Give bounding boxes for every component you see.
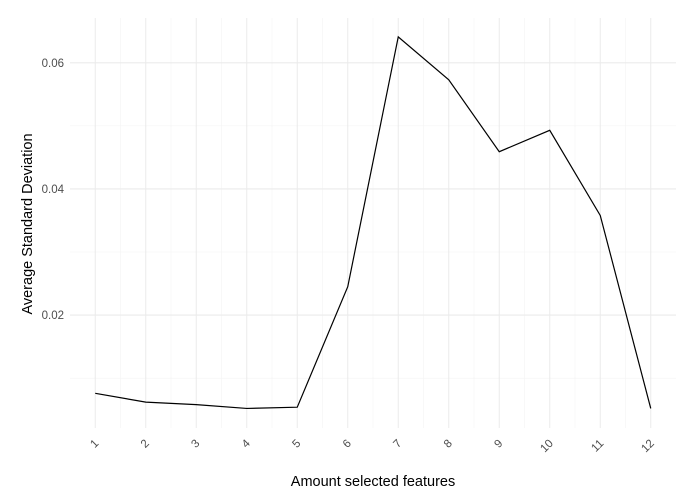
x-tick-label: 1 [88, 438, 101, 451]
x-tick-label: 10 [538, 438, 556, 456]
y-axis-title: Average Standard Deviation [20, 133, 36, 314]
series-layer [95, 35, 652, 410]
y-tick-label: 0.04 [42, 184, 65, 196]
x-tick-label: 4 [240, 437, 253, 450]
x-tick-label: 9 [492, 438, 505, 451]
y-tick-label: 0.02 [42, 310, 64, 322]
x-tick-label: 8 [442, 438, 455, 451]
y-tick-label: 0.06 [42, 58, 64, 70]
x-axis-title: Amount selected features [291, 474, 455, 490]
x-tick-label: 6 [341, 438, 354, 451]
grid [70, 18, 676, 428]
x-tick-label: 3 [189, 438, 202, 451]
x-tick-label: 7 [391, 438, 404, 451]
x-tick-label: 12 [639, 438, 657, 456]
x-tick-label: 2 [139, 438, 152, 451]
x-tick-label: 5 [290, 438, 303, 451]
series-line [95, 35, 652, 410]
tick-labels: 0.020.040.061 2 3 4 5 6 7 8 9 10 11 12 [42, 58, 657, 455]
x-tick-label: 11 [589, 438, 606, 455]
